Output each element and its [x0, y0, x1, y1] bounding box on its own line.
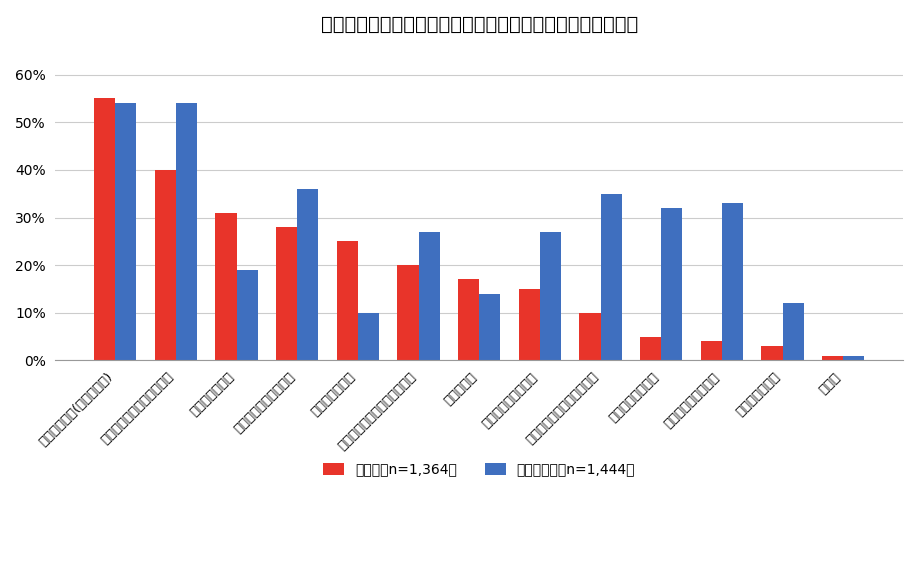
Bar [176, 103, 197, 360]
Bar [782, 303, 804, 360]
Bar [358, 313, 379, 360]
Bar [600, 193, 621, 360]
Bar [154, 170, 176, 360]
Bar [94, 98, 116, 360]
Bar [822, 356, 844, 360]
Bar [722, 203, 744, 360]
Bar [519, 289, 540, 360]
Bar [579, 313, 600, 360]
Bar [700, 342, 722, 360]
Bar [479, 294, 500, 360]
Legend: 自分用（n=1,364）, 自分以外用（n=1,444）: 自分用（n=1,364）, 自分以外用（n=1,444） [317, 456, 643, 483]
Bar [458, 279, 479, 360]
Bar [116, 103, 137, 360]
Bar [237, 270, 258, 360]
Bar [337, 241, 358, 360]
Bar [844, 356, 865, 360]
Bar [419, 232, 440, 360]
Bar [276, 227, 297, 360]
Bar [640, 336, 661, 360]
Bar [216, 213, 237, 360]
Bar [297, 189, 319, 360]
Title: あなたがお土産を選ぶときに重視するポイントは何ですか？: あなたがお土産を選ぶときに重視するポイントは何ですか？ [320, 15, 638, 34]
Bar [761, 346, 782, 360]
Bar [540, 232, 561, 360]
Bar [661, 208, 682, 360]
Bar [397, 265, 419, 360]
